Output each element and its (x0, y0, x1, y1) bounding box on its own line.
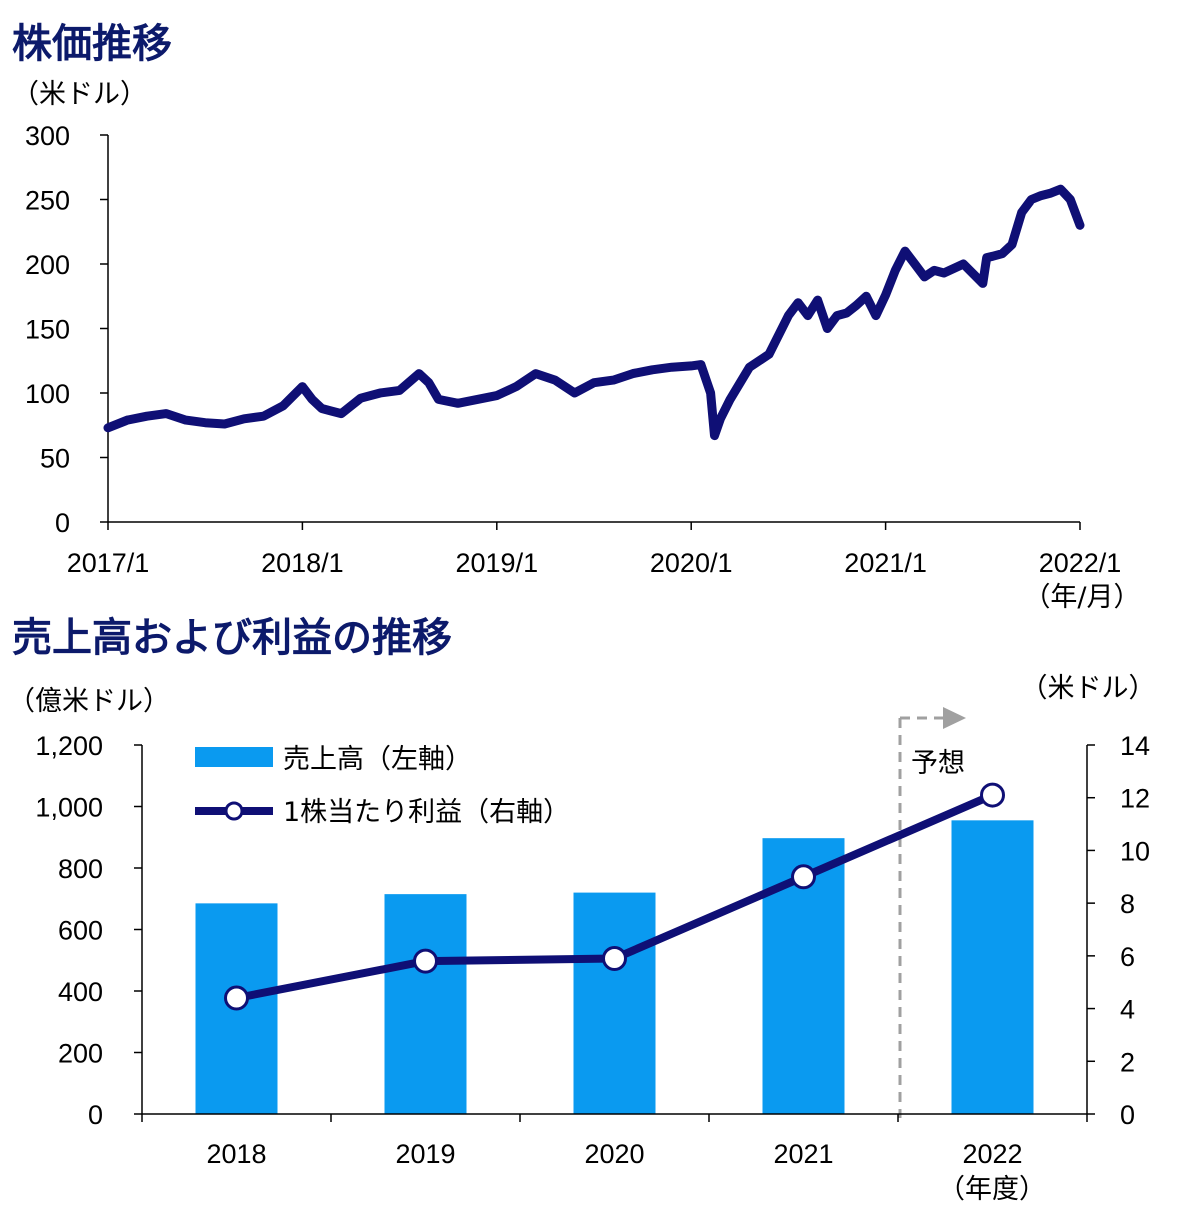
revenue-bar (573, 892, 656, 1114)
forecast-arrow-head (943, 707, 966, 729)
stock-x-tick-label: 2018/1 (261, 548, 344, 578)
right-y-tick-label: 6 (1120, 942, 1135, 972)
forecast-label: 予想 (911, 748, 965, 779)
eps-marker (413, 948, 438, 974)
eps-marker (602, 945, 627, 971)
forecast-marker: 予想 (898, 707, 966, 1118)
legend-eps-marker (224, 801, 244, 821)
right-y-tick-label: 10 (1120, 836, 1150, 866)
x-tick-label: 2019 (395, 1139, 455, 1169)
stock-x-tick-label: 2017/1 (67, 548, 150, 578)
left-y-axis: 0 200 400 600 800 1,000 1,200 (35, 731, 142, 1130)
right-y-tick-label: 0 (1120, 1100, 1135, 1130)
stock-y-axis-unit: （米ドル） (12, 79, 147, 110)
x-tick-label: 2018 (206, 1139, 266, 1169)
eps-marker (224, 985, 249, 1011)
left-y-tick-label: 800 (58, 854, 103, 884)
left-axis-unit: （億米ドル） (8, 686, 170, 717)
stock-axes (107, 135, 1080, 523)
x-tick-label: 2020 (584, 1139, 644, 1169)
eps-marker (791, 864, 816, 890)
legend: 売上高（左軸） 1株当たり利益（右軸） (195, 744, 570, 828)
earnings-x-axis-unit: （年度） (938, 1174, 1046, 1205)
left-y-tick-label: 1,200 (35, 731, 103, 761)
stock-x-tick-label: 2019/1 (456, 548, 539, 578)
stock-x-tick-label: 2021/1 (844, 548, 927, 578)
right-axis-unit: （米ドル） (1021, 673, 1156, 704)
left-y-tick-label: 200 (58, 1039, 103, 1069)
right-y-axis: 0 2 4 6 8 10 12 14 (1087, 731, 1150, 1130)
earnings-chart-title: 売上高および利益の推移 (12, 615, 452, 661)
revenue-bar (951, 820, 1034, 1114)
stock-y-tick-label: 0 (55, 508, 70, 538)
stock-y-tick-label: 150 (25, 315, 70, 345)
stock-y-tick-label: 100 (25, 379, 70, 409)
left-y-tick-label: 600 (58, 916, 103, 946)
revenue-bar (384, 894, 467, 1114)
right-y-tick-label: 12 (1120, 784, 1150, 814)
left-y-tick-label: 0 (88, 1100, 103, 1130)
stock-y-tick-label: 200 (25, 250, 70, 280)
eps-marker (980, 782, 1005, 808)
stock-chart-title: 株価推移 (12, 21, 172, 67)
stock-x-axis: 2017/1 2018/1 2019/1 2020/1 2021/1 2022/1 (67, 522, 1122, 578)
left-y-tick-label: 1,000 (35, 793, 103, 823)
stock-price-line (103, 184, 1085, 441)
stock-x-tick-label: 2020/1 (650, 548, 733, 578)
right-y-tick-label: 14 (1120, 731, 1150, 761)
right-y-tick-label: 8 (1120, 889, 1135, 919)
x-tick-label: 2021 (773, 1139, 833, 1169)
right-y-tick-label: 2 (1120, 1047, 1135, 1077)
legend-revenue-label: 売上高（左軸） (283, 744, 472, 775)
legend-revenue-swatch (195, 747, 273, 767)
x-tick-label: 2022 (962, 1139, 1022, 1169)
stock-y-tick-label: 50 (40, 444, 70, 474)
left-y-tick-label: 400 (58, 977, 103, 1007)
eps-markers (224, 782, 1005, 1011)
stock-y-tick-label: 300 (25, 121, 70, 151)
right-y-tick-label: 4 (1120, 995, 1135, 1025)
stock-y-tick-label: 250 (25, 186, 70, 216)
stock-x-axis-unit: （年/月） (1023, 582, 1140, 613)
stock-y-axis: 0 50 100 150 200 250 300 (25, 121, 108, 538)
earnings-x-axis: 2018 2019 2020 2021 2022 (141, 1114, 1088, 1169)
legend-eps-label: 1株当たり利益（右軸） (283, 797, 570, 828)
stock-x-tick-label: 2022/1 (1039, 548, 1122, 578)
